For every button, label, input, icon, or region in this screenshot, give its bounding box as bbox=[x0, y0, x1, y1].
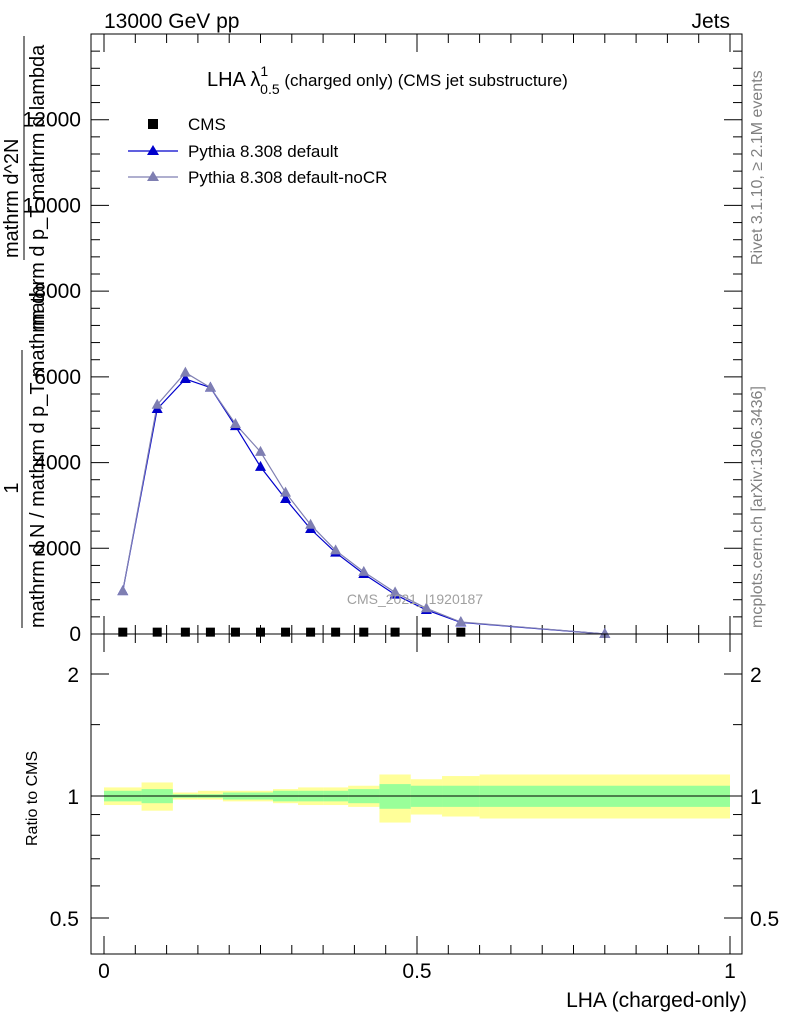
cms-data-point bbox=[281, 627, 291, 637]
analysis-watermark: CMS_2021_I1920187 bbox=[347, 591, 483, 607]
series-marker-2 bbox=[599, 628, 611, 638]
cms-data-point bbox=[152, 627, 162, 637]
main-y-tick-label: 4000 bbox=[34, 452, 81, 475]
ylabel-right-num: mathrm d^2N bbox=[1, 139, 23, 258]
ylabel-right-den: mathrm d p_T mathrm d lambda bbox=[27, 44, 49, 330]
series-marker-2 bbox=[280, 486, 292, 497]
ratio-y-tick-label: 1 bbox=[67, 786, 79, 809]
ratio-y-ticks: 0.5 0.5 1 1 2 2 bbox=[50, 664, 779, 931]
main-y-tick-label: 2000 bbox=[34, 537, 81, 560]
series-marker-2 bbox=[255, 445, 266, 456]
series-marker-2 bbox=[117, 585, 129, 596]
x-axis-label: LHA (charged-only) bbox=[566, 989, 747, 1012]
x-tick-label: 0.5 bbox=[402, 960, 431, 983]
series-marker-2 bbox=[305, 518, 317, 529]
series-marker-2 bbox=[455, 616, 467, 626]
cms-data-point bbox=[256, 627, 265, 637]
rivet-label: Rivet 3.1.10, ≥ 2.1M events bbox=[749, 70, 766, 265]
ratio-bands bbox=[104, 774, 730, 823]
main-y-ticks: 0 2000 4000 6000 8000 10000 12000 bbox=[23, 50, 742, 646]
main-y-tick-label: 8000 bbox=[34, 280, 81, 303]
series-marker-1 bbox=[179, 373, 191, 383]
cms-data-point bbox=[421, 627, 431, 637]
legend-label-default: Pythia 8.308 default bbox=[188, 142, 339, 161]
plot-title: LHA λ1 0.5 (charged only) (CMS jet substr… bbox=[207, 63, 568, 97]
series-marker-2 bbox=[330, 544, 342, 555]
series-marker-1 bbox=[280, 493, 292, 503]
ratio-y-tick-label: 2 bbox=[67, 664, 79, 687]
ylabel-frac-num: 1 bbox=[1, 482, 23, 493]
ylabel-frac-den: mathrm d N / mathrm d p_T mathrm d bbox=[27, 293, 49, 628]
legend-marker-cms bbox=[148, 119, 158, 129]
main-series-markers bbox=[117, 366, 611, 638]
cms-data-point bbox=[331, 627, 341, 637]
main-y-tick-label: 0 bbox=[69, 623, 81, 646]
cms-data-point bbox=[230, 627, 240, 637]
ratio-y-tick-label: 0.5 bbox=[50, 908, 79, 931]
x-tick-label: 0 bbox=[98, 960, 110, 983]
mcplots-label: mcplots.cern.ch [arXiv:1306.3436] bbox=[749, 386, 766, 628]
x-tick-label: 1 bbox=[724, 960, 736, 983]
cms-data-point bbox=[306, 627, 316, 637]
header-right: Jets bbox=[691, 10, 730, 33]
plot-title-rest: (charged only) (CMS jet substructure) bbox=[280, 71, 568, 90]
main-x-ticks bbox=[103, 34, 731, 634]
legend: CMS Pythia 8.308 default Pythia 8.308 de… bbox=[128, 115, 387, 187]
series-line-1 bbox=[122, 378, 605, 635]
main-y-tick-label: 6000 bbox=[34, 366, 81, 389]
cms-data-point bbox=[205, 627, 215, 637]
plot-title-main: LHA λ bbox=[207, 69, 260, 91]
legend-label-cms: CMS bbox=[188, 115, 226, 134]
cms-data-point bbox=[359, 627, 369, 637]
series-marker-2 bbox=[204, 381, 216, 392]
ratio-y-tick-label-right: 1 bbox=[750, 786, 762, 809]
series-marker-2 bbox=[358, 565, 370, 576]
cms-data-point bbox=[456, 627, 466, 637]
legend-marker-default bbox=[147, 145, 159, 155]
series-marker-2 bbox=[151, 398, 163, 409]
series-marker-2 bbox=[229, 418, 241, 428]
ratio-ylabel: Ratio to CMS bbox=[24, 751, 41, 846]
main-y-tick-label: 10000 bbox=[23, 194, 81, 217]
series-marker-2 bbox=[389, 586, 401, 597]
header-left: 13000 GeV pp bbox=[104, 10, 239, 33]
cms-data-point bbox=[118, 627, 128, 637]
ratio-y-tick-label-right: 0.5 bbox=[750, 908, 779, 931]
ratio-plot: 0.5 0.51 12 2 0 0.5 1 Ratio to CMS LHA (charg… bbox=[24, 633, 779, 1012]
legend-label-nocr: Pythia 8.308 default-noCR bbox=[188, 168, 387, 187]
ratio-y-tick-label-right: 2 bbox=[750, 664, 762, 687]
cms-data-point bbox=[390, 627, 400, 637]
cms-data-point bbox=[180, 627, 190, 637]
plot-title-sub: 0.5 bbox=[260, 81, 280, 97]
plot-title-sup: 1 bbox=[260, 63, 268, 79]
legend-marker-nocr bbox=[147, 171, 159, 181]
series-marker-1 bbox=[255, 460, 266, 471]
series-marker-2 bbox=[420, 602, 432, 613]
ratio-x-ticks: 0 0.5 1 bbox=[98, 634, 736, 983]
main-y-tick-label: 12000 bbox=[23, 109, 81, 132]
series-marker-2 bbox=[179, 366, 191, 377]
